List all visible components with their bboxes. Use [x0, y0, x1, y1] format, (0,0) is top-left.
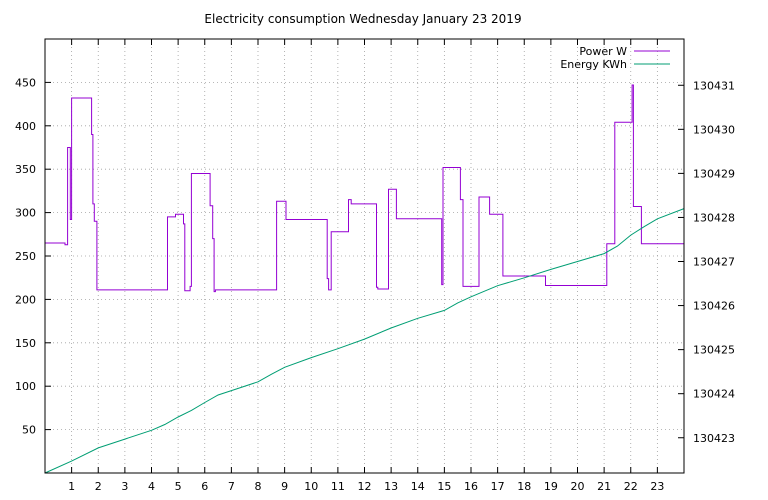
y2-tick-label-130423: 130423 — [693, 432, 735, 445]
y2-tick-label-130427: 130427 — [693, 256, 735, 269]
x-tick-label-15: 15 — [437, 480, 451, 493]
y-tick-label-150: 150 — [15, 337, 36, 350]
series-line-power — [45, 84, 684, 293]
x-tick-label-3: 3 — [121, 480, 128, 493]
y2-tick-label-130424: 130424 — [693, 388, 735, 401]
y2-tick-label-130425: 130425 — [693, 344, 735, 357]
x-tick-label-21: 21 — [597, 480, 611, 493]
legend: Power W Energy KWh — [560, 45, 670, 71]
x-tick-label-22: 22 — [624, 480, 638, 493]
x-tick-label-18: 18 — [517, 480, 531, 493]
x-tick-label-14: 14 — [411, 480, 425, 493]
x-tick-label-5: 5 — [175, 480, 182, 493]
series-lines — [44, 84, 685, 474]
x-tick-label-6: 6 — [201, 480, 208, 493]
y-tick-label-450: 450 — [15, 76, 36, 89]
x-tick-label-2: 2 — [95, 480, 102, 493]
y2-tick-label-130426: 130426 — [693, 300, 735, 313]
x-tick-label-7: 7 — [228, 480, 235, 493]
x-tick-label-20: 20 — [571, 480, 585, 493]
legend-label-power: Power W — [579, 45, 627, 58]
legend-label-energy: Energy KWh — [560, 58, 627, 71]
x-tick-label-4: 4 — [148, 480, 155, 493]
axis-ticks: 1 2 3 4 5 6 7 8 9 10 11 12 13 14 15 16 17 18 19 20 21 22 23501… — [15, 39, 735, 493]
y2-tick-label-130428: 130428 — [693, 211, 735, 224]
x-tick-label-9: 9 — [281, 480, 288, 493]
y-tick-label-250: 250 — [15, 250, 36, 263]
y2-tick-label-130431: 130431 — [693, 79, 735, 92]
y2-tick-label-130430: 130430 — [693, 123, 735, 136]
grid-lines — [45, 39, 684, 473]
x-tick-label-1: 1 — [68, 480, 75, 493]
x-tick-label-17: 17 — [491, 480, 505, 493]
y-tick-label-400: 400 — [15, 120, 36, 133]
y-tick-label-200: 200 — [15, 293, 36, 306]
x-tick-label-23: 23 — [650, 480, 664, 493]
x-tick-label-10: 10 — [304, 480, 318, 493]
y-tick-label-300: 300 — [15, 207, 36, 220]
y-tick-label-100: 100 — [15, 380, 36, 393]
x-tick-label-8: 8 — [255, 480, 262, 493]
x-tick-label-12: 12 — [358, 480, 372, 493]
y-tick-label-50: 50 — [22, 424, 36, 437]
x-tick-label-16: 16 — [464, 480, 478, 493]
x-tick-label-11: 11 — [331, 480, 345, 493]
x-tick-label-19: 19 — [544, 480, 558, 493]
y2-tick-label-130429: 130429 — [693, 167, 735, 180]
x-tick-label-13: 13 — [384, 480, 398, 493]
y-tick-label-350: 350 — [15, 163, 36, 176]
series-line-energy — [44, 208, 685, 474]
chart-title: Electricity consumption Wednesday Januar… — [204, 12, 521, 26]
